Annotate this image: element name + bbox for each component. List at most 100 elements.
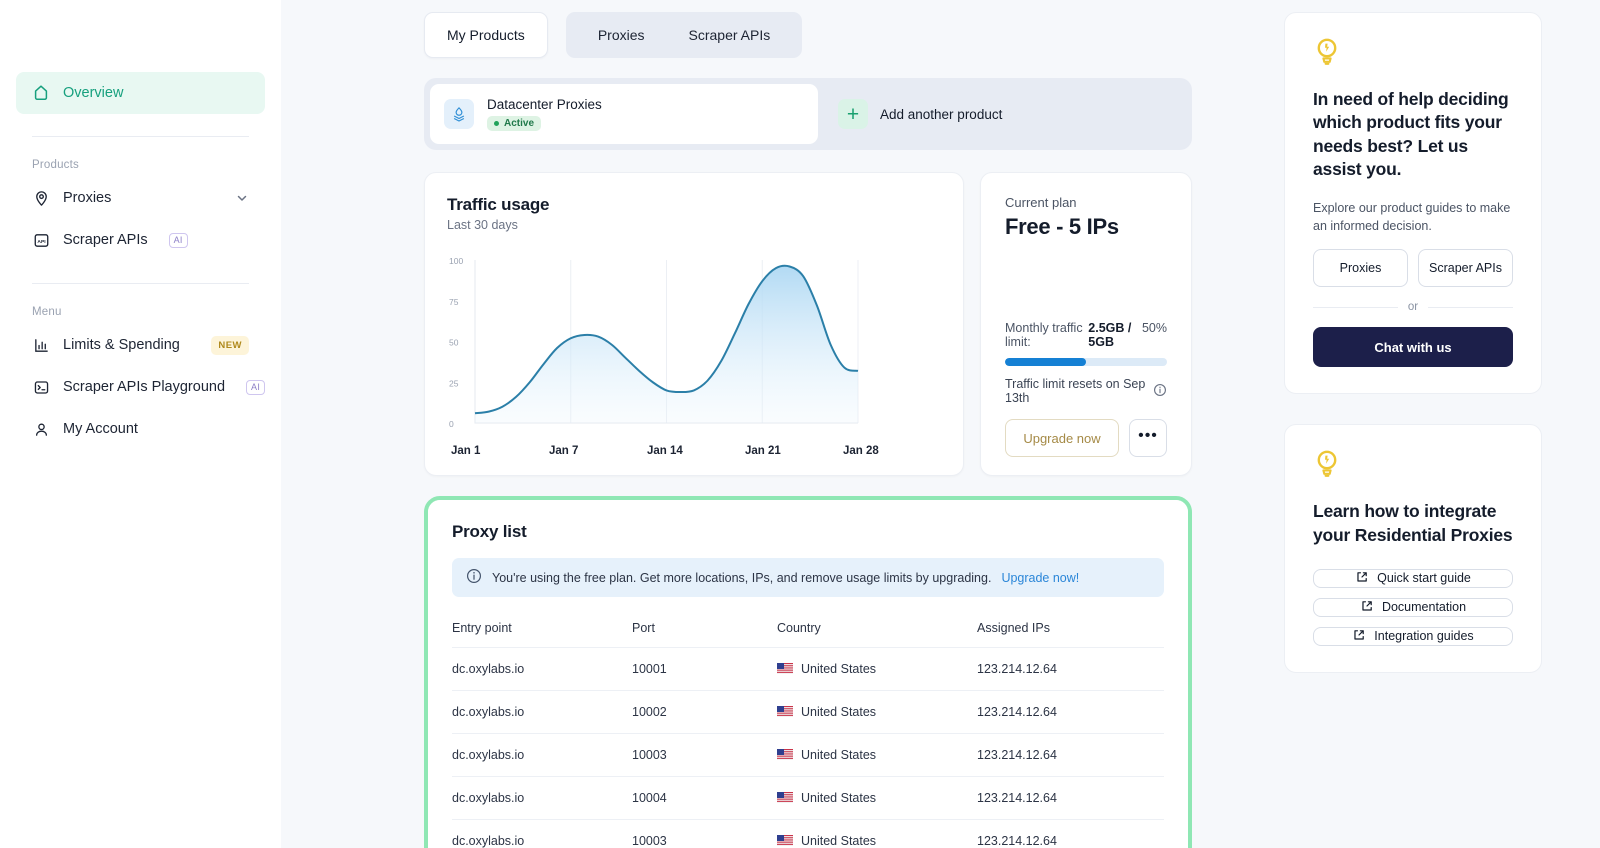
- new-badge: NEW: [211, 335, 249, 355]
- product-card-text: Datacenter Proxies Active: [487, 97, 602, 131]
- current-plan-name: Free - 5 IPs: [1005, 214, 1119, 239]
- status-badge-label: Active: [504, 118, 535, 129]
- add-another-product-button[interactable]: + Add another product: [824, 84, 1186, 144]
- cell-assigned-ip: 123.214.12.64: [977, 647, 1164, 691]
- sidebar-item-scraper-apis-playground[interactable]: Scraper APIs Playground AI: [16, 366, 266, 408]
- or-label: or: [1407, 301, 1419, 314]
- sidebar-section-menu: Menu: [32, 306, 62, 318]
- sidebar-item-label: My Account: [63, 421, 138, 437]
- proxy-table-body: dc.oxylabs.io 10001 United States 123.214.1…: [452, 647, 1164, 848]
- chart-x-tick: Jan 21: [745, 445, 781, 457]
- monthly-traffic-limit-value: 2.5GB / 5GB: [1088, 321, 1132, 349]
- chart-x-axis-labels: Jan 1 Jan 7 Jan 14 Jan 21 Jan 28: [447, 445, 941, 457]
- integration-guides-button[interactable]: Integration guides: [1313, 626, 1513, 646]
- center-column: My Products Proxies Scraper APIs: [424, 12, 1192, 848]
- cell-assigned-ip: 123.214.12.64: [977, 733, 1164, 777]
- svg-text:API: API: [37, 238, 46, 244]
- traffic-progress-fill: [1005, 358, 1086, 366]
- cell-country: United States: [777, 690, 977, 734]
- free-plan-info-text: You're using the free plan. Get more loc…: [492, 570, 992, 585]
- info-icon[interactable]: [1153, 383, 1167, 400]
- lightbulb-icon: [1313, 449, 1513, 484]
- documentation-label: Documentation: [1381, 600, 1467, 615]
- traffic-usage-card: Traffic usage Last 30 days: [424, 172, 964, 476]
- quick-start-guide-button[interactable]: Quick start guide: [1313, 568, 1513, 588]
- traffic-progress-bar: [1005, 358, 1167, 366]
- status-badge: Active: [487, 116, 542, 131]
- cell-country: United States: [777, 647, 977, 691]
- external-link-icon: [1355, 570, 1369, 587]
- sidebar-section-products: Products: [32, 159, 79, 171]
- cell-assigned-ip: 123.214.12.64: [977, 690, 1164, 734]
- plan-more-options-button[interactable]: •••: [1129, 419, 1167, 457]
- tab-scraper-apis[interactable]: Scraper APIs: [688, 27, 771, 43]
- tab-group: Proxies Scraper APIs: [565, 12, 803, 58]
- table-row[interactable]: dc.oxylabs.io 10003 United States 123.214.1…: [452, 733, 1164, 777]
- column-header-entry-point: Entry point: [452, 611, 632, 648]
- cell-port: 10002: [632, 690, 777, 734]
- flag-icon-us: [777, 749, 793, 760]
- tab-my-products[interactable]: My Products: [424, 12, 548, 58]
- product-card-datacenter-proxies[interactable]: Datacenter Proxies Active: [430, 84, 818, 144]
- cell-country: United States: [777, 819, 977, 848]
- content-wrap: My Products Proxies Scraper APIs: [281, 0, 1600, 848]
- sidebar-item-scraper-apis[interactable]: API Scraper APIs AI: [16, 219, 265, 261]
- sidebar-item-proxies[interactable]: Proxies: [16, 177, 265, 219]
- sidebar-item-label: Proxies: [63, 190, 112, 206]
- proxy-table: Entry point Port Country Assigned IPs dc…: [452, 611, 1164, 848]
- lightbulb-icon: [1313, 37, 1513, 72]
- home-icon: [32, 84, 50, 102]
- flag-icon-us: [777, 835, 793, 846]
- cell-entry-point: dc.oxylabs.io: [452, 819, 632, 848]
- help-scraper-apis-button[interactable]: Scraper APIs: [1418, 249, 1513, 288]
- cell-assigned-ip: 123.214.12.64: [977, 819, 1164, 848]
- sidebar-item-overview[interactable]: Overview: [16, 72, 265, 114]
- table-row[interactable]: dc.oxylabs.io 10001 United States 123.214.1…: [452, 647, 1164, 691]
- proxy-list-highlight: Proxy list You're using the free plan. G…: [424, 496, 1192, 848]
- proxy-table-header-row: Entry point Port Country Assigned IPs: [452, 611, 1164, 648]
- proxy-list-title: Proxy list: [452, 522, 527, 541]
- integrate-heading: Learn how to integrate your Residential …: [1313, 501, 1513, 545]
- tab-proxies[interactable]: Proxies: [597, 27, 645, 43]
- flag-icon-us: [777, 792, 793, 803]
- plus-icon: +: [838, 99, 868, 129]
- stats-row: Traffic usage Last 30 days: [424, 172, 1192, 476]
- chat-with-us-button[interactable]: Chat with us: [1313, 327, 1513, 368]
- documentation-button[interactable]: Documentation: [1313, 597, 1513, 617]
- upgrade-now-button[interactable]: Upgrade now: [1005, 419, 1119, 457]
- chevron-down-icon[interactable]: [235, 191, 249, 205]
- cell-country: United States: [777, 733, 977, 777]
- main-content: My Products Proxies Scraper APIs: [281, 0, 1600, 848]
- sidebar: Overview Products Proxies A: [0, 0, 281, 848]
- pin-icon: [32, 189, 50, 207]
- column-header-port: Port: [632, 611, 777, 648]
- info-circle-icon: [466, 568, 482, 587]
- help-proxies-button[interactable]: Proxies: [1313, 249, 1408, 288]
- bar-chart-icon: [32, 336, 50, 354]
- traffic-usage-title: Traffic usage: [447, 195, 550, 214]
- cell-entry-point: dc.oxylabs.io: [452, 733, 632, 777]
- ai-badge: AI: [168, 232, 188, 248]
- monthly-traffic-limit-row: Monthly traffic limit: 2.5GB / 5GB 50%: [1005, 321, 1167, 349]
- current-plan-label: Current plan: [1005, 195, 1077, 210]
- plan-spacer: [1005, 240, 1167, 321]
- flag-icon-us: [777, 706, 793, 717]
- sidebar-item-my-account[interactable]: My Account: [16, 408, 265, 450]
- table-row[interactable]: dc.oxylabs.io 10003 United States 123.214.1…: [452, 819, 1164, 848]
- table-row[interactable]: dc.oxylabs.io 10002 United States 123.214.1…: [452, 690, 1164, 734]
- integrate-card: Learn how to integrate your Residential …: [1284, 424, 1542, 673]
- quick-start-guide-label: Quick start guide: [1377, 571, 1471, 586]
- svg-text:100: 100: [449, 256, 463, 266]
- monthly-traffic-limit-percent: 50%: [1141, 321, 1167, 335]
- ai-badge: AI: [246, 379, 266, 395]
- integrate-buttons: Quick start guide Documentation: [1313, 568, 1513, 646]
- table-row[interactable]: dc.oxylabs.io 10004 United States 123.214.1…: [452, 776, 1164, 820]
- sidebar-item-label: Limits & Spending: [63, 337, 180, 353]
- sidebar-item-limits-spending[interactable]: Limits & Spending NEW: [16, 324, 265, 366]
- banner-upgrade-link[interactable]: Upgrade now!: [1001, 570, 1080, 585]
- chart-x-tick: Jan 28: [843, 445, 879, 457]
- tabbar: My Products Proxies Scraper APIs: [424, 12, 1192, 58]
- cell-port: 10003: [632, 733, 777, 777]
- column-header-assigned-ips: Assigned IPs: [977, 611, 1164, 648]
- svg-text:0: 0: [449, 419, 454, 429]
